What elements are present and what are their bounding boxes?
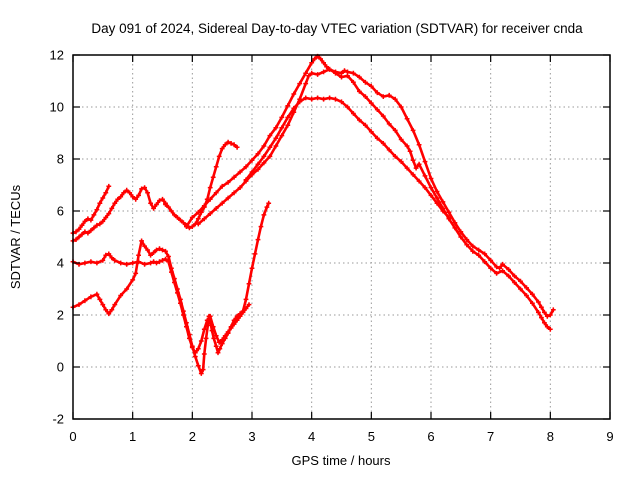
y-tick-label: 4 bbox=[57, 256, 64, 271]
x-tick-label: 9 bbox=[606, 429, 613, 444]
series-arc-8 bbox=[70, 251, 252, 356]
series-line bbox=[197, 68, 552, 331]
x-tick-label: 8 bbox=[547, 429, 554, 444]
y-axis-label: SDTVAR / TECUs bbox=[8, 184, 23, 289]
series-line bbox=[71, 201, 270, 375]
x-tick-label: 4 bbox=[308, 429, 315, 444]
series-markers bbox=[70, 200, 272, 376]
series-line bbox=[185, 55, 555, 318]
y-tick-label: 6 bbox=[57, 204, 64, 219]
y-tick-label: 10 bbox=[50, 100, 64, 115]
series-arc-5 bbox=[195, 66, 553, 332]
series-markers bbox=[243, 95, 452, 220]
series-arc-4 bbox=[184, 53, 556, 319]
y-tick-label: 2 bbox=[57, 308, 64, 323]
data-series-layer bbox=[70, 53, 556, 376]
series-markers bbox=[184, 53, 556, 319]
x-tick-label: 6 bbox=[427, 429, 434, 444]
series-arc-6 bbox=[243, 95, 452, 220]
x-tick-label: 1 bbox=[129, 429, 136, 444]
series-markers bbox=[70, 251, 252, 356]
grid-layer bbox=[73, 55, 610, 419]
x-tick-label: 7 bbox=[487, 429, 494, 444]
axis-layer bbox=[72, 54, 611, 420]
x-axis-label: GPS time / hours bbox=[292, 453, 391, 468]
series-arc-1 bbox=[70, 183, 112, 236]
plot-border bbox=[72, 54, 611, 420]
y-tick-label: 8 bbox=[57, 152, 64, 167]
chart-title: Day 091 of 2024, Sidereal Day-to-day VTE… bbox=[91, 21, 583, 36]
y-tick-label: 0 bbox=[57, 360, 64, 375]
series-markers bbox=[70, 185, 168, 244]
y-tick-label: -2 bbox=[52, 412, 64, 427]
series-markers bbox=[195, 66, 553, 332]
series-arc-3 bbox=[163, 139, 240, 231]
y-tick-label: 12 bbox=[50, 48, 64, 63]
series-line bbox=[244, 96, 451, 219]
x-tick-label: 2 bbox=[189, 429, 196, 444]
series-markers bbox=[163, 139, 240, 231]
series-arc-7 bbox=[70, 200, 272, 376]
x-tick-label: 5 bbox=[368, 429, 375, 444]
x-tick-label: 3 bbox=[248, 429, 255, 444]
series-arc-2 bbox=[70, 185, 168, 244]
series-markers bbox=[70, 183, 112, 236]
x-tick-label: 0 bbox=[69, 429, 76, 444]
